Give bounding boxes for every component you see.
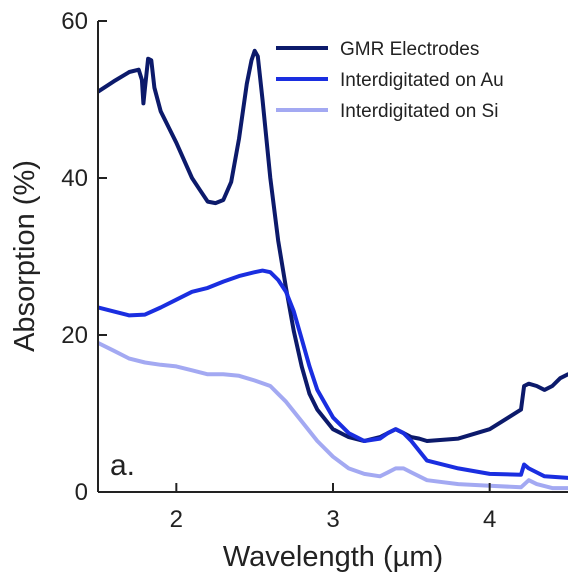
legend-label-gmr: GMR Electrodes (340, 39, 479, 60)
legend-label-au: Interdigitated on Au (340, 70, 504, 91)
series-line-interdigitated-si (98, 340, 568, 491)
y-tick-label: 20 (61, 322, 88, 349)
series-line-interdigitated-au (98, 268, 568, 480)
series-layer (98, 48, 568, 491)
y-tick-label: 40 (61, 165, 88, 192)
axes (97, 21, 568, 493)
plot-area (98, 48, 568, 491)
panel-label: a. (110, 449, 135, 482)
y-axis-title: Absorption (%) (9, 160, 41, 352)
legend-label-si: Interdigitated on Si (340, 101, 498, 122)
legend: GMR Electrodes Interdigitated on Au Inte… (276, 39, 504, 122)
x-tick-label: 2 (170, 506, 183, 533)
y-tick-label: 0 (75, 479, 88, 506)
x-axis-title: Wavelength (µm) (223, 541, 443, 573)
y-tick-label: 60 (61, 8, 88, 35)
x-tick-label: 4 (483, 506, 496, 533)
series-line-gmr-electrodes (98, 48, 568, 443)
x-tick-label: 3 (326, 506, 339, 533)
